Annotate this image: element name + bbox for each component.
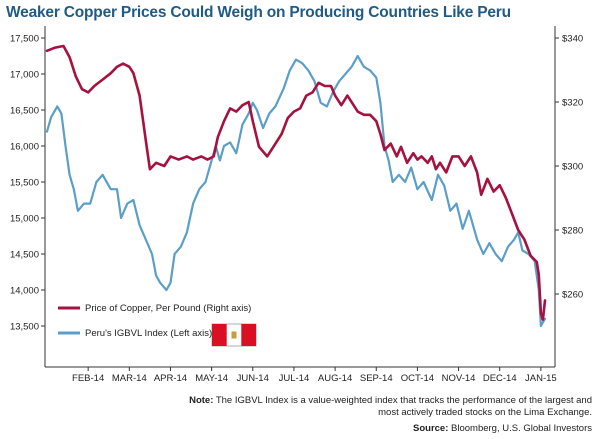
left-tick-label: 15,000	[10, 214, 39, 225]
peru-flag-icon	[211, 323, 257, 347]
right-tick-label: $300	[562, 162, 583, 173]
x-tick-label: JAN-15	[525, 373, 557, 384]
x-tick-label: JUL-14	[279, 373, 310, 384]
note-label: Note:	[189, 395, 214, 406]
left-tick-label: 13,500	[10, 322, 39, 333]
x-tick-label: MAR-14	[112, 373, 147, 384]
copper-price-line	[45, 44, 547, 321]
x-tick-label: JUN-14	[237, 373, 269, 384]
x-tick-label: NOV-14	[442, 373, 476, 384]
left-tick-label: 14,000	[10, 286, 39, 297]
note-text: The IGBVL Index is a value-weighted inde…	[215, 395, 592, 418]
left-tick-label: 16,500	[10, 106, 39, 117]
igbvl-index-line	[45, 54, 547, 328]
legend-igbvl-label: Peru's IGBVL Index (Left axis)	[85, 328, 212, 339]
x-tick-label: AUG-14	[318, 373, 352, 384]
x-tick-label: APR-14	[154, 373, 187, 384]
x-tick-label: OCT-14	[401, 373, 434, 384]
x-tick-label: FEB-14	[72, 373, 104, 384]
x-tick-label: SEP-14	[360, 373, 393, 384]
left-tick-label: 15,500	[10, 178, 39, 189]
series-group	[45, 44, 547, 328]
chart-title: Weaker Copper Prices Could Weigh on Prod…	[6, 4, 511, 21]
source: Source: Bloomberg, U.S. Global Investors	[300, 423, 592, 434]
source-text: Bloomberg, U.S. Global Investors	[451, 423, 592, 434]
legend-copper-label: Price of Copper, Per Pound (Right axis)	[85, 303, 251, 314]
x-tick-label: MAY-14	[195, 373, 228, 384]
legend: Price of Copper, Per Pound (Right axis) …	[58, 303, 257, 347]
right-tick-label: $260	[562, 290, 583, 301]
left-tick-label: 17,000	[10, 70, 39, 81]
left-tick-label: 14,500	[10, 250, 39, 261]
right-tick-label: $340	[562, 34, 583, 45]
x-axis-ticks: FEB-14 MAR-14 APR-14 MAY-14 JUN-14 JUL-14 AUG-…	[72, 367, 557, 384]
left-axis-ticks: 13,500 14,000 14,500 15,000 15,500 16,000 16,5…	[10, 34, 45, 333]
right-axis-ticks: $260 $280 $300 $320 $340	[555, 34, 583, 301]
x-tick-label: DEC-14	[483, 373, 517, 384]
left-tick-label: 17,500	[10, 34, 39, 45]
note: Note: The IGBVL Index is a value-weighte…	[180, 395, 592, 419]
source-label: Source:	[413, 423, 449, 434]
right-tick-label: $280	[562, 226, 583, 237]
left-tick-label: 16,000	[10, 142, 39, 153]
right-tick-label: $320	[562, 98, 583, 109]
